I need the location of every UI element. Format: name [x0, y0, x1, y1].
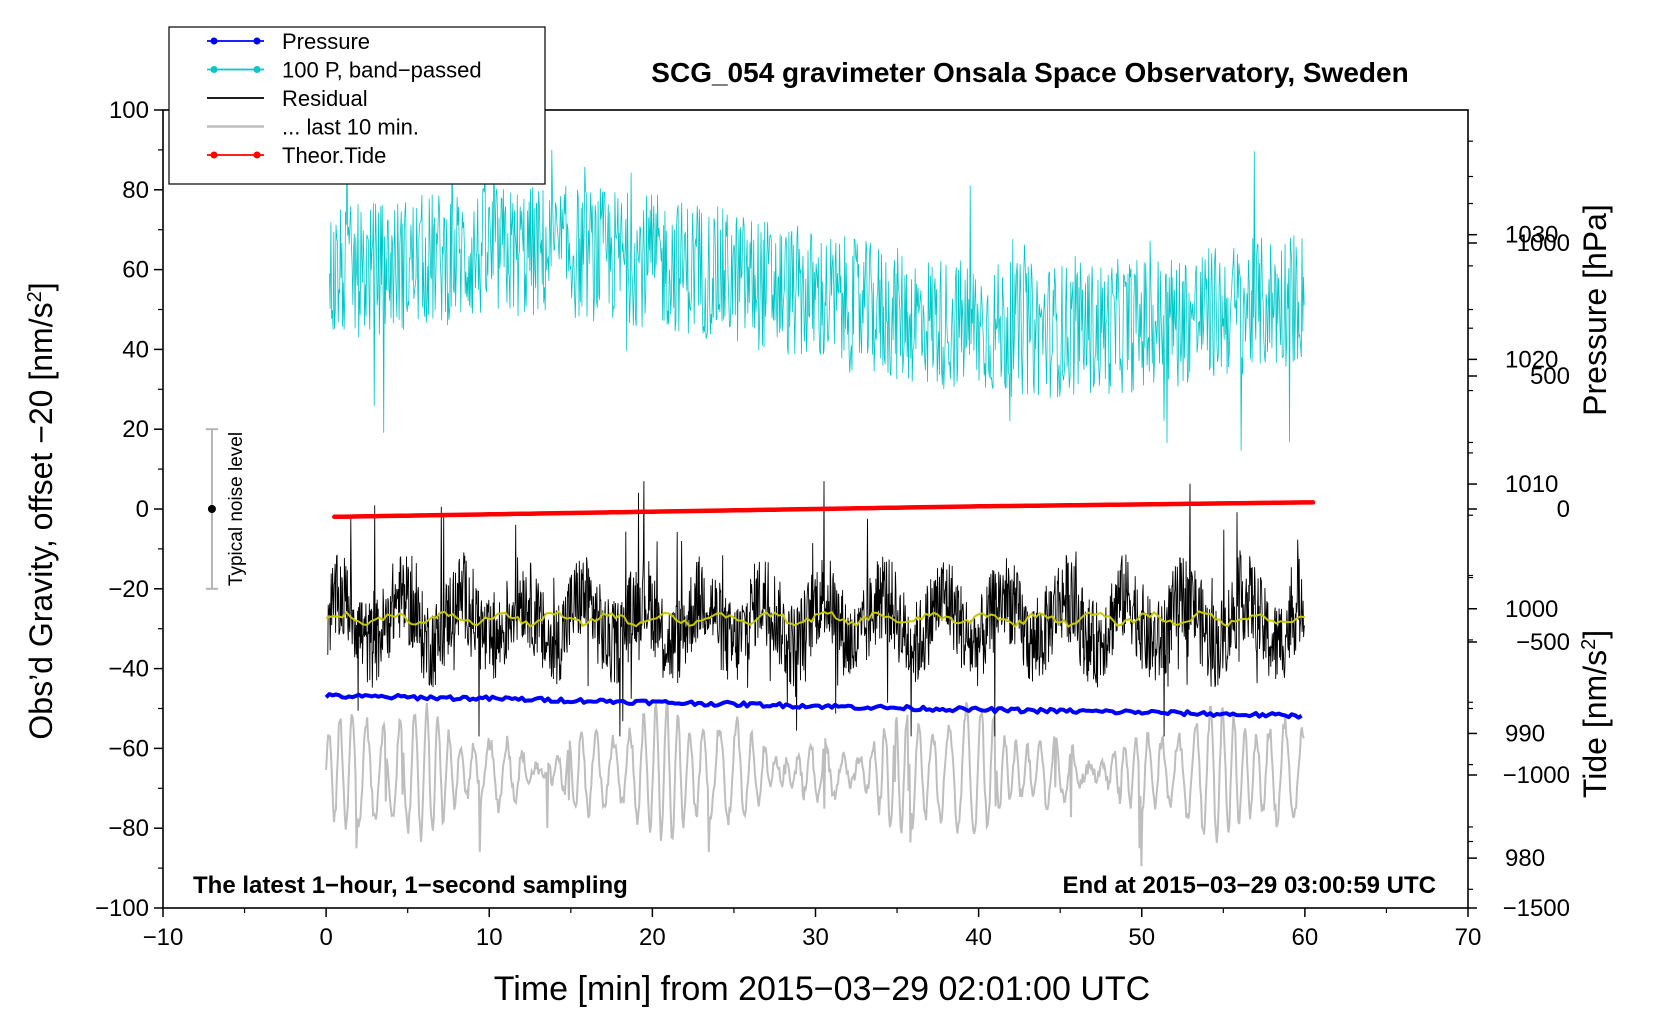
x-tick-label: 30 — [802, 924, 829, 951]
series-pressure — [324, 692, 1303, 720]
legend-label: Pressure — [282, 29, 370, 54]
tide-tick-label: 500 — [1530, 363, 1570, 390]
chart-title: SCG_054 gravimeter Onsala Space Observat… — [651, 57, 1408, 88]
legend-swatch-dot — [210, 66, 218, 73]
tide-tick-label: 0 — [1557, 496, 1570, 523]
pressure-tick-label: 980 — [1505, 845, 1545, 872]
legend-item: Theor.Tide — [207, 143, 386, 168]
legend-swatch-dot — [253, 37, 261, 45]
x-tick-label: 20 — [639, 924, 666, 951]
series-residual — [327, 481, 1305, 737]
legend-item: ... last 10 min. — [207, 115, 419, 140]
y-tick-label: −80 — [108, 815, 149, 842]
legend-box — [168, 26, 546, 185]
legend-swatch-dot — [210, 151, 218, 159]
legend-swatch-dot — [253, 66, 261, 73]
legend-item: Pressure — [207, 29, 370, 54]
y-axis-label-gravity: Obs’d Gravity, offset −20 [nm/s2] — [23, 282, 59, 739]
data-layer — [324, 149, 1316, 867]
legend-item: Residual — [207, 86, 368, 111]
legend: Pressure 100 P, band−passed Residual ... la… — [168, 26, 546, 185]
y-axis-gravity: 100 80 60 40 20 0 −20 −40 −60 −80 −100 — [95, 97, 163, 922]
legend-item: 100 P, band−passed — [207, 58, 482, 83]
y-axis-label-gravity-end: ] — [23, 282, 59, 291]
annotation-sampling: The latest 1−hour, 1−second sampling — [193, 872, 628, 899]
pressure-tick-label: 1010 — [1505, 471, 1558, 498]
y-axis-pressure: 1030 1020 1010 1000 990 980 — [1468, 140, 1558, 890]
y-tick-label: 40 — [122, 336, 149, 363]
x-tick-label: 10 — [476, 924, 503, 951]
noise-level-indicator: Typical noise level — [205, 428, 247, 590]
y-axis-label-tide: Tide [nm/s2] — [1577, 630, 1613, 798]
x-axis: −10 0 10 20 30 40 50 60 70 — [143, 908, 1482, 951]
y-tick-label: 20 — [122, 416, 149, 443]
x-tick-label: 40 — [965, 924, 992, 951]
noise-bar-center-dot — [207, 505, 216, 513]
y-axis-label-gravity-main: Obs’d Gravity, offset −20 [nm/s — [23, 302, 59, 739]
legend-label: 100 P, band−passed — [282, 58, 482, 83]
y-axis-label-gravity-sup: 2 — [24, 291, 46, 302]
x-tick-label: 50 — [1128, 924, 1155, 951]
y-tick-label: 0 — [136, 496, 149, 523]
x-tick-label: −10 — [143, 924, 184, 951]
legend-label: ... last 10 min. — [282, 115, 419, 140]
series-smoothed-residual — [325, 610, 1306, 629]
legend-swatch-dot — [210, 37, 218, 45]
y-tick-label: −40 — [108, 656, 149, 683]
pressure-tick-label: 1030 — [1505, 222, 1558, 249]
y-tick-label: 80 — [122, 177, 149, 204]
legend-label: Residual — [282, 86, 368, 111]
y-tick-label: 60 — [122, 257, 149, 284]
tide-tick-label: 1000 — [1517, 230, 1570, 257]
y-axis-tide: 1000 500 0 −500 −1000 −1500 — [1468, 175, 1570, 922]
x-tick-label: 60 — [1292, 924, 1319, 951]
x-tick-label: 0 — [319, 924, 332, 951]
legend-label: Theor.Tide — [282, 143, 386, 168]
y-axis-label-tide-sup: 2 — [1578, 639, 1600, 650]
y-tick-label: 100 — [109, 97, 149, 124]
legend-swatch-dot — [253, 151, 261, 159]
noise-bar-label: Typical noise level — [226, 432, 247, 586]
x-tick-label: 70 — [1455, 924, 1482, 951]
series-band-passed-pressure — [329, 149, 1305, 451]
y-tick-label: −100 — [95, 895, 149, 922]
y-tick-label: −60 — [108, 735, 149, 762]
y-axis-label-pressure: Pressure [hPa] — [1577, 204, 1613, 416]
tide-tick-label: −1500 — [1503, 895, 1570, 922]
series-theoretical-tide — [332, 500, 1316, 520]
series-last-10-min — [325, 702, 1305, 867]
annotation-end-time: End at 2015−03−29 03:00:59 UTC — [1062, 872, 1436, 899]
tide-tick-label: −1000 — [1503, 762, 1570, 789]
pressure-tick-label: 1020 — [1505, 346, 1558, 373]
tide-tick-label: −500 — [1516, 629, 1570, 656]
y-tick-label: −20 — [108, 576, 149, 603]
pressure-tick-label: 1000 — [1505, 596, 1558, 623]
pressure-tick-label: 990 — [1505, 720, 1545, 747]
y-axis-label-tide-end: ] — [1577, 630, 1613, 639]
x-axis-label: Time [min] from 2015−03−29 02:01:00 UTC — [494, 970, 1150, 1008]
y-axis-label-tide-main: Tide [nm/s — [1577, 650, 1613, 798]
